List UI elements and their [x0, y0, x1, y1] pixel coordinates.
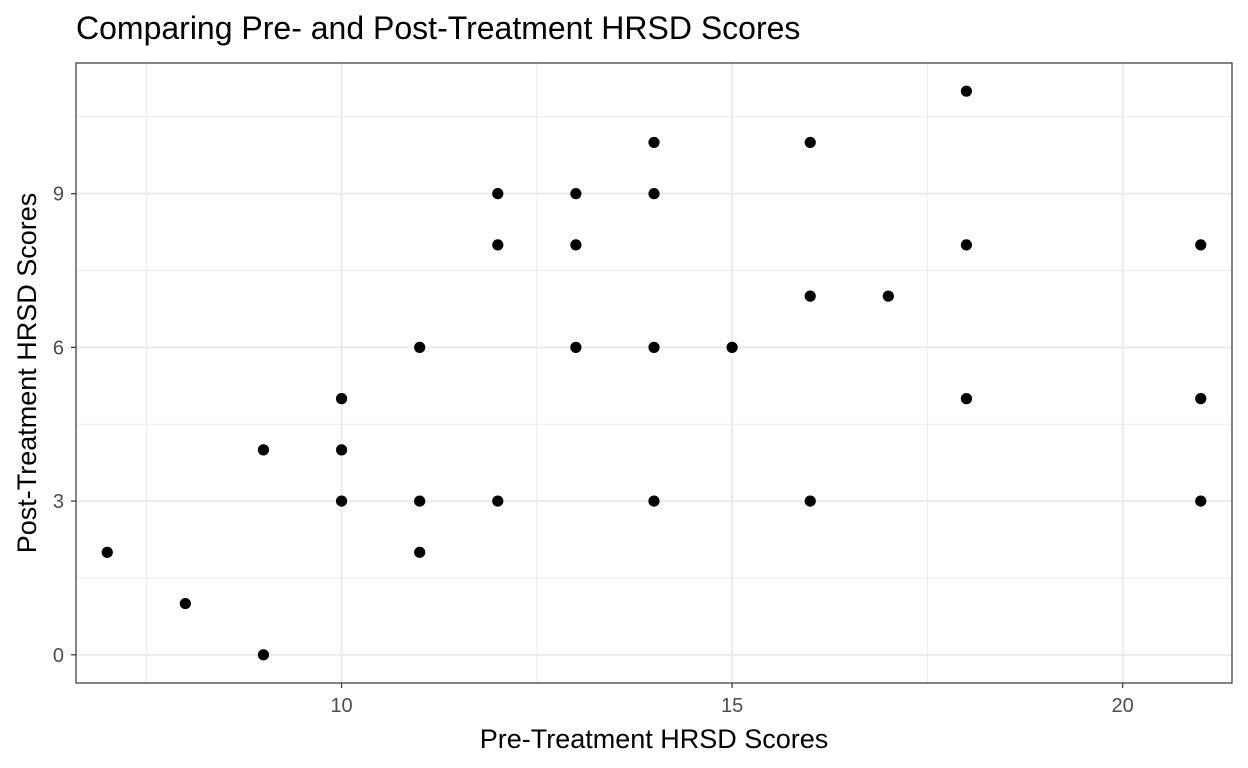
- data-point: [1195, 393, 1207, 405]
- data-point: [1195, 239, 1207, 251]
- chart-title: Comparing Pre- and Post-Treatment HRSD S…: [76, 10, 800, 46]
- y-tick-label: 3: [53, 491, 64, 513]
- data-point: [648, 341, 660, 353]
- data-point: [335, 393, 348, 405]
- data-point: [257, 444, 270, 456]
- data-point: [648, 136, 660, 149]
- plot-panel: [75, 62, 1233, 684]
- data-point: [179, 597, 191, 610]
- x-axis-label: Pre-Treatment HRSD Scores: [480, 724, 829, 754]
- x-axis: 10 15 20: [330, 683, 1134, 717]
- x-tick-label: 15: [721, 695, 743, 717]
- y-tick-label: 0: [53, 645, 64, 667]
- data-point: [648, 495, 660, 507]
- data-point: [414, 341, 426, 353]
- data-point: [804, 290, 816, 302]
- data-point: [960, 239, 973, 251]
- panel-border: [75, 62, 1233, 684]
- y-tick-label: 9: [53, 184, 64, 206]
- data-point: [335, 444, 348, 456]
- data-point: [882, 290, 894, 302]
- data-point: [492, 188, 504, 200]
- data-point: [335, 495, 348, 507]
- data-point: [101, 546, 113, 558]
- y-axis-label: Post-Treatment HRSD Scores: [12, 193, 42, 554]
- minor-gridlines: [76, 63, 1232, 683]
- data-point: [492, 495, 504, 507]
- data-point: [570, 188, 582, 200]
- data-point: [414, 546, 426, 558]
- data-point: [804, 495, 816, 507]
- data-point: [570, 239, 582, 251]
- y-tick-label: 6: [53, 337, 64, 359]
- data-point: [726, 341, 738, 353]
- x-tick-label: 20: [1112, 695, 1134, 717]
- data-point: [492, 239, 504, 251]
- data-point: [414, 495, 426, 507]
- data-points: [101, 85, 1207, 661]
- y-axis: 0 3 6 9: [53, 184, 76, 667]
- data-point: [1195, 495, 1207, 507]
- x-tick-label: 10: [330, 695, 352, 717]
- data-point: [960, 85, 973, 97]
- data-point: [648, 188, 660, 200]
- data-point: [804, 136, 816, 149]
- data-point: [570, 341, 582, 353]
- data-point: [257, 649, 270, 661]
- data-point: [960, 393, 973, 405]
